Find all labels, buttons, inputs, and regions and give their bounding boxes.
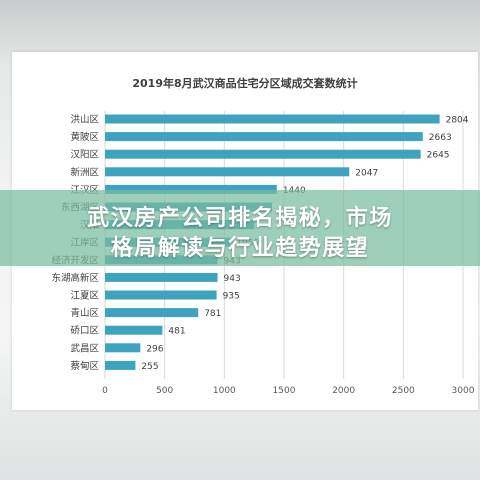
chart-title: 2019年8月武汉商品住宅分区域成交套数统计 <box>132 76 357 90</box>
x-tick-label: 2500 <box>392 386 415 396</box>
bar <box>105 167 350 177</box>
bar <box>105 184 277 194</box>
value-label: 2047 <box>355 168 378 178</box>
value-label: 2663 <box>429 133 452 143</box>
x-tick-label: 3000 <box>452 386 475 396</box>
bar <box>105 308 199 318</box>
tick-layer: 0 500 1000 1500 2000 2500 3000 <box>102 386 475 396</box>
bar <box>105 272 218 282</box>
headline-line-1: 武汉房产公司排名揭秘，市场 <box>87 206 393 231</box>
bar <box>105 114 440 124</box>
value-label: 943 <box>224 274 241 284</box>
bar <box>105 149 421 159</box>
x-tick-label: 2000 <box>332 386 355 396</box>
value-label: 255 <box>141 362 158 372</box>
category-label: 洪山区 <box>70 114 99 126</box>
x-tick-label: 1000 <box>213 386 236 396</box>
category-label: 黄陂区 <box>70 131 99 143</box>
x-tick-label: 1500 <box>273 386 296 396</box>
category-label: 武昌区 <box>70 342 99 354</box>
value-label: 781 <box>204 309 221 319</box>
bar <box>105 360 136 370</box>
bar <box>105 290 217 300</box>
category-label: 新洲区 <box>70 166 99 178</box>
bar <box>105 343 141 353</box>
headline-line-2: 格局解读与行业趋势展望 <box>110 236 370 261</box>
bar <box>105 325 163 335</box>
category-label: 硚口区 <box>70 326 99 337</box>
value-label: 935 <box>223 292 240 302</box>
x-tick-label: 0 <box>102 386 108 396</box>
headline-banner: 武汉房产公司排名揭秘，市场 格局解读与行业趋势展望 <box>0 190 480 266</box>
category-label: 汉阳区 <box>70 150 99 161</box>
category-label: 东湖高新区 <box>51 272 99 284</box>
category-label: 江夏区 <box>70 291 99 302</box>
value-label: 2645 <box>427 151 450 161</box>
bar <box>105 132 423 142</box>
value-label: 2804 <box>446 116 469 126</box>
x-tick-label: 500 <box>156 386 173 396</box>
category-label: 蔡甸区 <box>70 360 99 372</box>
category-label: 青山区 <box>70 307 99 319</box>
value-label: 481 <box>168 327 185 337</box>
value-label: 296 <box>146 344 163 354</box>
